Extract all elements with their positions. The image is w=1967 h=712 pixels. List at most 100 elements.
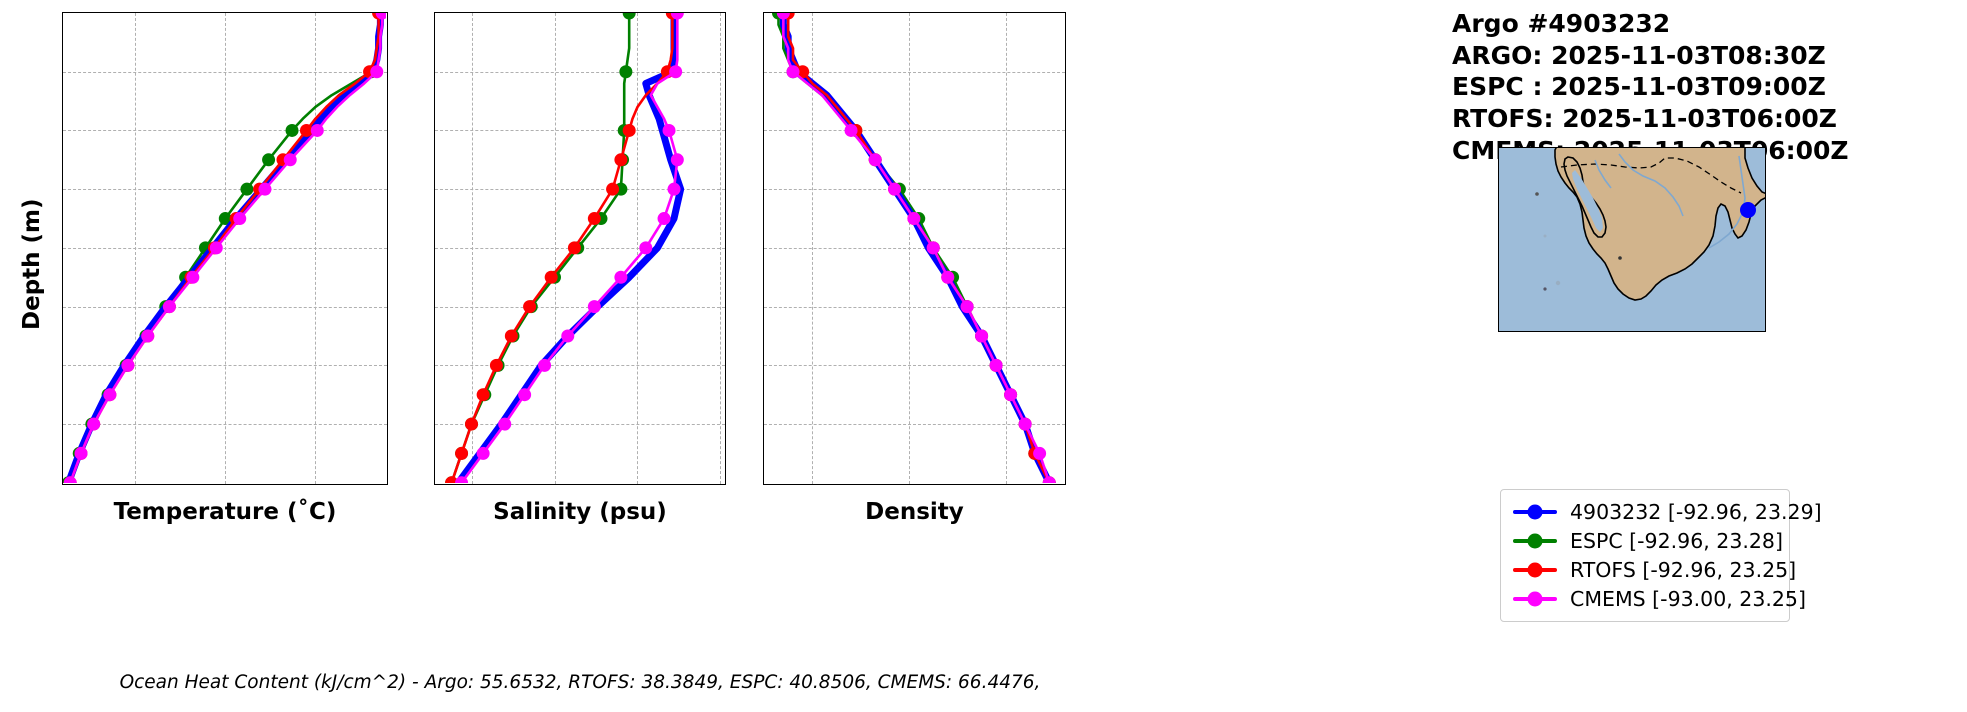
series-marker-cmems [776,13,790,20]
legend-label-espc: ESPC [-92.96, 23.28] [1570,528,1783,553]
temperature-plot-area: 152025050100150200250300350400 [63,13,387,484]
series-marker-rtofs [476,388,490,402]
map-geometry [1535,148,1765,301]
float-info-title: Argo #4903232 ARGO: 2025-11-03T08:30Z ES… [1452,9,1849,165]
map-lat-tick-mark [1498,240,1499,242]
series-marker-cmems [662,123,676,137]
series-marker-cmems [561,329,575,343]
map-lat-minor-tick [1498,147,1499,149]
series-marker-cmems [538,358,552,372]
series-marker-cmems [1042,476,1056,483]
map-lat-tick-mark [1498,204,1499,206]
ocean-heat-content-caption: Ocean Heat Content (kJ/cm^2) - Argo: 55.… [119,672,1041,693]
gridline-horizontal [435,306,725,308]
series-marker-cmems [87,417,101,431]
series-marker-cmems [667,182,681,196]
land-mainland-path [1554,148,1765,301]
series-marker-cmems [455,476,469,483]
series-marker-cmems [518,388,532,402]
series-marker-cmems [1018,417,1032,431]
map-lat-minor-tick [1498,325,1499,327]
river-path [1618,153,1684,217]
gridline-horizontal [764,130,1065,132]
legend-label-cmems: CMEMS [-93.00, 23.25] [1570,586,1806,611]
gridline-horizontal [435,71,725,73]
gridline-horizontal [63,424,387,426]
series-marker-espc [262,153,276,167]
series-marker-cmems [141,329,155,343]
gridline-horizontal [63,247,387,249]
location-map: 30°N25°N20°N15°N10°N125°W120°W115°W110°W… [1460,147,1770,347]
map-lat-minor-tick [1498,211,1499,213]
series-marker-espc [285,123,299,137]
legend-item-argo[interactable]: 4903232 [-92.96, 23.29] [1513,497,1822,526]
gridline-horizontal [63,365,387,367]
series-marker-cmems [375,13,386,20]
series-line-espc [450,13,631,483]
gridline-horizontal [63,71,387,73]
legend-item-cmems[interactable]: CMEMS [-93.00, 23.25] [1513,584,1806,613]
series-marker-cmems [926,241,940,255]
legend-item-rtofs[interactable]: RTOFS [-92.96, 23.25] [1513,555,1796,584]
gridline-horizontal [764,71,1065,73]
island-dot [1535,192,1539,196]
series-marker-rtofs [544,270,558,284]
map-lat-minor-tick [1498,318,1499,320]
salinity-plot-area: 35.53636.537 [435,13,725,484]
series-marker-cmems [74,446,88,460]
island-dot [1555,280,1561,286]
series-marker-espc [622,13,636,20]
legend-line-swatch-espc [1513,533,1557,548]
map-lat-minor-tick [1498,218,1499,220]
series-marker-rtofs [567,241,581,255]
gridline-horizontal [764,365,1065,367]
series-line-4903232 [64,13,384,483]
series-marker-cmems [941,270,955,284]
gulf-of-california-path [1572,170,1603,232]
float-position-marker [1740,202,1756,218]
series-marker-espc [218,212,232,226]
series-marker-rtofs [614,153,628,167]
series-marker-cmems [103,388,117,402]
series-marker-cmems [1033,446,1047,460]
series-marker-rtofs [587,212,601,226]
gridline-horizontal [764,189,1065,191]
series-marker-cmems [283,153,297,167]
map-lat-minor-tick [1498,282,1499,284]
series-marker-rtofs [504,329,518,343]
map-lat-minor-tick [1498,304,1499,306]
map-lat-minor-tick [1498,225,1499,227]
map-canvas: 30°N25°N20°N15°N10°N125°W120°W115°W110°W… [1498,147,1766,332]
depth-axis-label: Depth (m) [19,198,45,330]
legend-item-espc[interactable]: ESPC [-92.96, 23.28] [1513,526,1783,555]
series-marker-cmems [1004,388,1018,402]
island-dot [1618,256,1622,260]
series-marker-rtofs [606,182,620,196]
series-line-4903232 [454,13,685,483]
island-dot [1543,234,1547,238]
map-lat-minor-tick [1498,254,1499,256]
series-marker-cmems [614,270,628,284]
density-plot-area: 102410261028 [764,13,1065,484]
series-marker-cmems [310,123,324,137]
gridline-horizontal [63,306,387,308]
map-lat-tick-mark [1498,168,1499,170]
map-lat-minor-tick [1498,247,1499,249]
series-layer [445,13,685,483]
series-marker-cmems [670,153,684,167]
gridline-horizontal [764,424,1065,426]
map-lat-minor-tick [1498,197,1499,199]
series-marker-cmems [233,212,247,226]
series-line-espc [67,13,382,483]
series-marker-rtofs [622,123,636,137]
series-legend: 4903232 [-92.96, 23.29] ESPC [-92.96, 23… [1500,489,1822,622]
salinity-axis-label: Salinity (psu) [493,499,667,525]
map-lat-minor-tick [1498,190,1499,192]
series-marker-rtofs [489,358,503,372]
series-marker-cmems [844,123,858,137]
series-line-rtofs [68,13,380,483]
series-marker-cmems [587,300,601,314]
series-marker-rtofs [455,446,469,460]
map-lat-minor-tick [1498,183,1499,185]
map-lat-tick-mark [1498,275,1499,277]
